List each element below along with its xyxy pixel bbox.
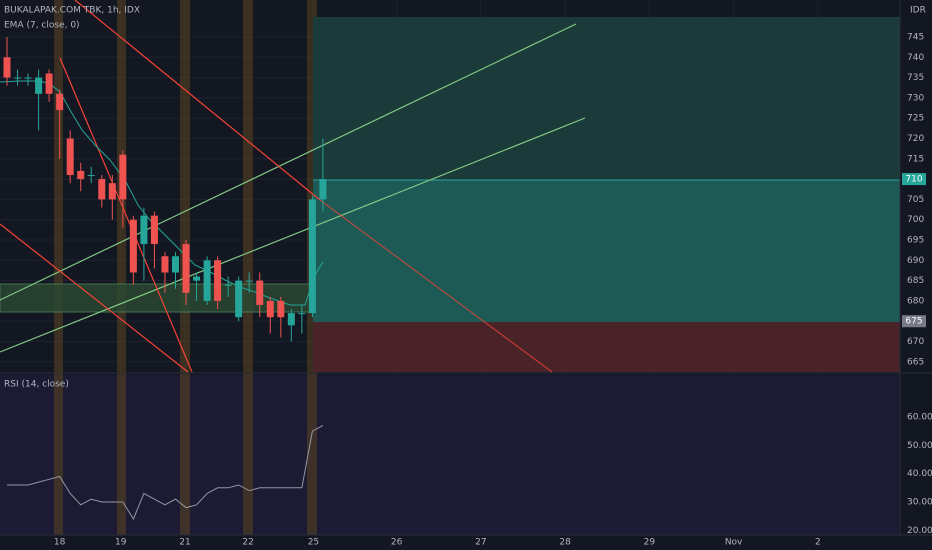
candle-body [161, 256, 169, 273]
session-band [117, 0, 126, 535]
candle-body [140, 215, 148, 245]
target-zone [313, 17, 900, 180]
y-tick-label: 665 [907, 357, 924, 367]
candle-body [24, 77, 32, 79]
price-marker [902, 173, 926, 186]
candle-body [14, 77, 22, 79]
y-tick-label: 700 [907, 215, 924, 225]
rsi-title: RSI (14, close) [4, 380, 69, 390]
y-tick-label: 730 [907, 93, 924, 103]
x-tick-label: 27 [475, 538, 486, 548]
candle-body [150, 215, 158, 245]
y-tick-label: 60.00 [907, 412, 932, 422]
candle-body [235, 280, 243, 318]
y-tick-label: 20.00 [907, 526, 932, 536]
candle-body [298, 313, 306, 315]
x-tick-label: 2 [815, 538, 821, 548]
y-tick-label: 720 [907, 134, 924, 144]
price-marker-label: 675 [905, 317, 922, 327]
candle-body [287, 313, 295, 326]
candle-body [319, 179, 327, 200]
x-tick-label: 28 [559, 538, 571, 548]
session-band [54, 0, 63, 535]
candle-body [308, 199, 316, 314]
x-tick-label: 21 [179, 538, 190, 548]
y-tick-label: 685 [907, 276, 924, 286]
y-tick-label: 690 [907, 256, 924, 266]
candle-body [45, 73, 53, 94]
trend-line [0, 223, 189, 373]
candle-body [129, 219, 137, 273]
trend-line [0, 23, 577, 301]
candle-body [3, 57, 11, 78]
stop-zone [313, 322, 900, 372]
trend-line [0, 117, 586, 353]
indicator-label: EMA (7, close, 0) [4, 21, 80, 31]
y-tick-label: 705 [907, 195, 924, 205]
candle-body [256, 280, 264, 305]
candle-body [224, 284, 232, 286]
candle-body [35, 77, 43, 94]
x-tick-label: 29 [644, 538, 656, 548]
x-tick-label: 22 [242, 538, 253, 548]
y-tick-label: 30.00 [907, 497, 932, 507]
candle-body [87, 175, 95, 177]
y-tick-label: 725 [907, 114, 924, 124]
y-tick-label: 40.00 [907, 469, 932, 479]
candle-body [245, 280, 253, 282]
session-band [243, 0, 253, 535]
y-tick-label: 695 [907, 236, 924, 246]
candle-body [277, 300, 285, 318]
y-tick-label: 670 [907, 337, 924, 347]
candle-body [108, 183, 116, 200]
candle-body [214, 260, 222, 301]
rsi-line [7, 425, 324, 521]
trend-lines [0, 0, 586, 373]
y-tick-label: 680 [907, 296, 924, 306]
profit-zone [313, 180, 900, 322]
trend-line [319, 199, 553, 373]
candle-body [98, 179, 106, 200]
candle-body [266, 300, 274, 318]
trend-line [59, 57, 193, 373]
x-tick-label: 19 [115, 538, 127, 548]
x-tick-label: Nov [725, 538, 743, 548]
candle-body [119, 154, 127, 200]
candle-body [182, 244, 190, 293]
y-tick-label: 735 [907, 73, 924, 83]
candle-body [77, 170, 85, 180]
y-tick-label: 715 [907, 154, 924, 164]
candle-body [171, 256, 179, 273]
candle-body [66, 138, 74, 176]
candle-body [203, 260, 211, 301]
chart-title: BUKALAPAK.COM TBK, 1h, IDX [4, 6, 140, 16]
x-tick-label: 18 [54, 538, 66, 548]
candle-body [56, 93, 64, 111]
x-tick-label: 26 [391, 538, 403, 548]
rsi-pane [0, 375, 900, 535]
price-marker [902, 315, 926, 328]
candle-body [193, 276, 201, 281]
support-zone [0, 283, 311, 313]
trend-line [74, 0, 321, 201]
y-tick-label: 740 [907, 53, 924, 63]
x-tick-label: 25 [308, 538, 319, 548]
y-tick-label: 50.00 [907, 441, 932, 451]
y-tick-label: 745 [907, 32, 924, 42]
currency-label: IDR [910, 6, 926, 16]
price-marker-label: 710 [905, 175, 922, 185]
